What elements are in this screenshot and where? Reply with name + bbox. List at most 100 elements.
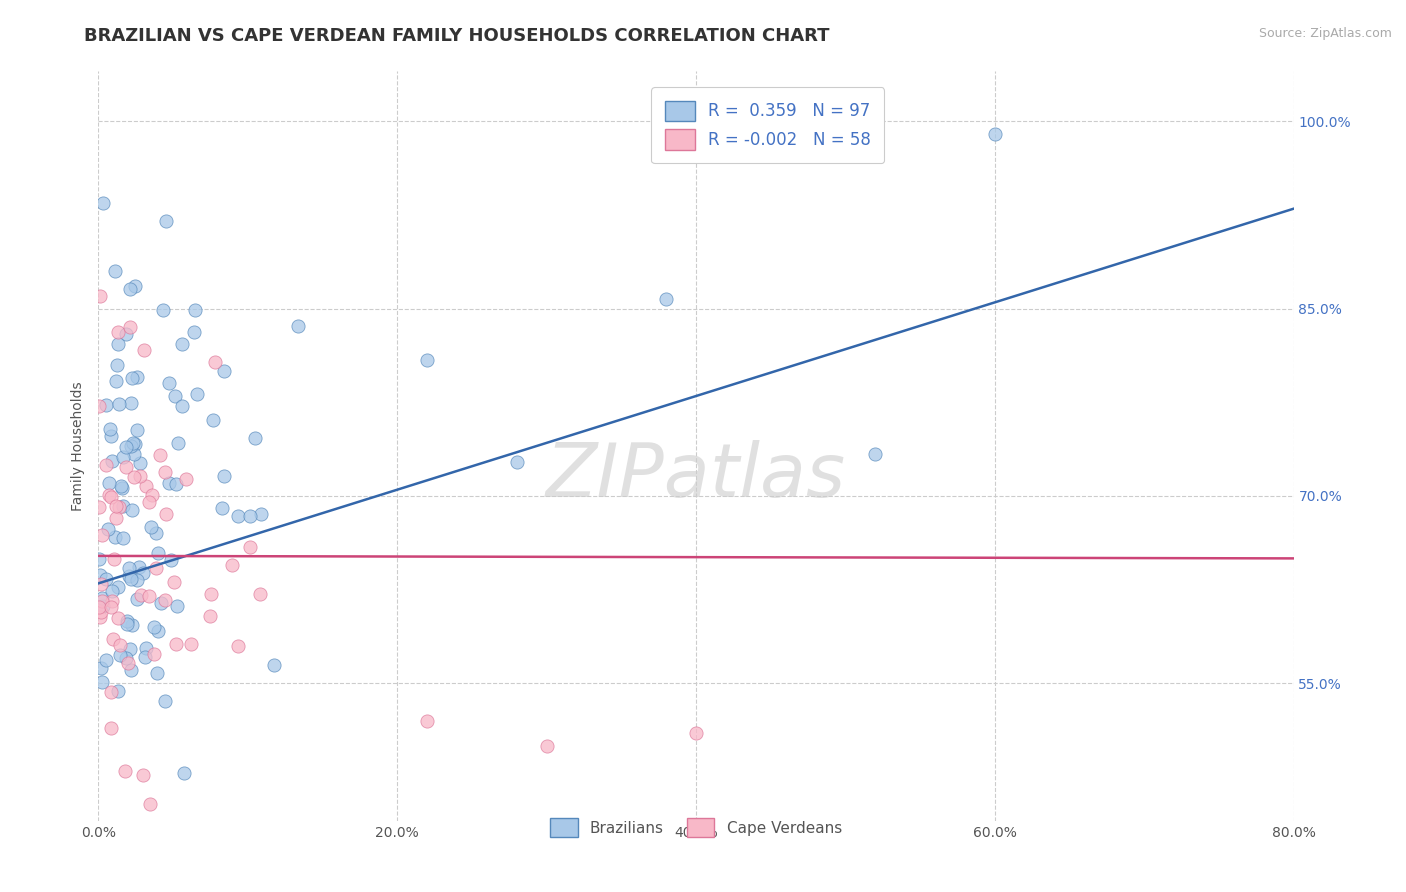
- Point: [143, 648, 166, 662]
- Point: [91, 593, 114, 607]
- Point: [120, 396, 142, 410]
- Point: [129, 469, 152, 483]
- Point: [201, 412, 224, 426]
- Point: [124, 279, 146, 293]
- Point: [120, 572, 142, 586]
- Point: [204, 355, 226, 369]
- Point: [101, 632, 124, 647]
- Point: [139, 797, 162, 812]
- Point: [91, 675, 114, 690]
- Point: [91, 591, 114, 606]
- Point: [111, 531, 134, 545]
- Point: [117, 568, 139, 582]
- Point: [180, 637, 202, 651]
- Point: [655, 292, 678, 306]
- Point: [141, 488, 163, 502]
- Point: [122, 447, 145, 461]
- Point: [149, 596, 172, 610]
- Point: [118, 282, 141, 296]
- Point: [107, 611, 129, 625]
- Point: [107, 684, 129, 698]
- Point: [89, 400, 111, 414]
- Point: [165, 477, 187, 491]
- Point: [153, 694, 176, 708]
- Point: [91, 599, 114, 614]
- Point: [200, 587, 222, 601]
- Point: [125, 423, 148, 437]
- Point: [186, 386, 208, 401]
- Point: [124, 436, 146, 450]
- Point: [115, 614, 138, 628]
- Point: [94, 653, 117, 667]
- Point: [157, 376, 180, 390]
- Point: [685, 726, 707, 740]
- Point: [153, 465, 176, 479]
- Point: [148, 546, 170, 560]
- Point: [120, 439, 142, 453]
- Point: [146, 624, 169, 638]
- Point: [90, 528, 112, 542]
- Point: [249, 587, 271, 601]
- Point: [183, 302, 205, 317]
- Point: [100, 599, 122, 614]
- Point: [145, 526, 167, 541]
- Point: [120, 320, 142, 334]
- Point: [122, 436, 145, 450]
- Point: [110, 648, 132, 662]
- Point: [200, 609, 222, 624]
- Point: [89, 289, 111, 303]
- Point: [865, 447, 887, 461]
- Point: [143, 620, 166, 634]
- Point: [226, 639, 249, 653]
- Point: [101, 454, 124, 468]
- Point: [117, 656, 139, 670]
- Point: [145, 560, 167, 574]
- Point: [90, 661, 112, 675]
- Point: [183, 325, 205, 339]
- Point: [132, 767, 155, 781]
- Point: [89, 610, 111, 624]
- Point: [105, 358, 128, 372]
- Point: [97, 476, 120, 491]
- Point: [104, 530, 127, 544]
- Y-axis label: Family Households: Family Households: [70, 381, 84, 511]
- Point: [100, 721, 122, 735]
- Point: [97, 522, 120, 536]
- Point: [121, 617, 143, 632]
- Point: [239, 508, 262, 523]
- Point: [89, 500, 111, 515]
- Point: [211, 501, 233, 516]
- Point: [89, 568, 111, 582]
- Point: [121, 370, 143, 384]
- Point: [107, 580, 129, 594]
- Point: [263, 658, 285, 673]
- Point: [127, 592, 149, 607]
- Point: [174, 471, 197, 485]
- Point: [127, 369, 149, 384]
- Point: [138, 495, 160, 509]
- Point: [108, 638, 131, 652]
- Point: [112, 499, 135, 513]
- Point: [173, 765, 195, 780]
- Point: [108, 397, 131, 411]
- Point: [416, 714, 439, 728]
- Point: [111, 450, 134, 464]
- Point: [163, 389, 186, 403]
- Point: [165, 637, 187, 651]
- Point: [115, 651, 138, 665]
- Point: [128, 560, 150, 574]
- Point: [100, 429, 122, 443]
- Point: [212, 469, 235, 483]
- Point: [134, 650, 156, 665]
- Point: [239, 540, 262, 554]
- Point: [100, 594, 122, 608]
- Point: [117, 616, 139, 631]
- Point: [152, 303, 174, 318]
- Point: [89, 551, 111, 566]
- Point: [127, 573, 149, 587]
- Point: [103, 551, 125, 566]
- Point: [100, 490, 122, 504]
- Point: [115, 326, 138, 341]
- Point: [101, 583, 124, 598]
- Point: [134, 343, 156, 358]
